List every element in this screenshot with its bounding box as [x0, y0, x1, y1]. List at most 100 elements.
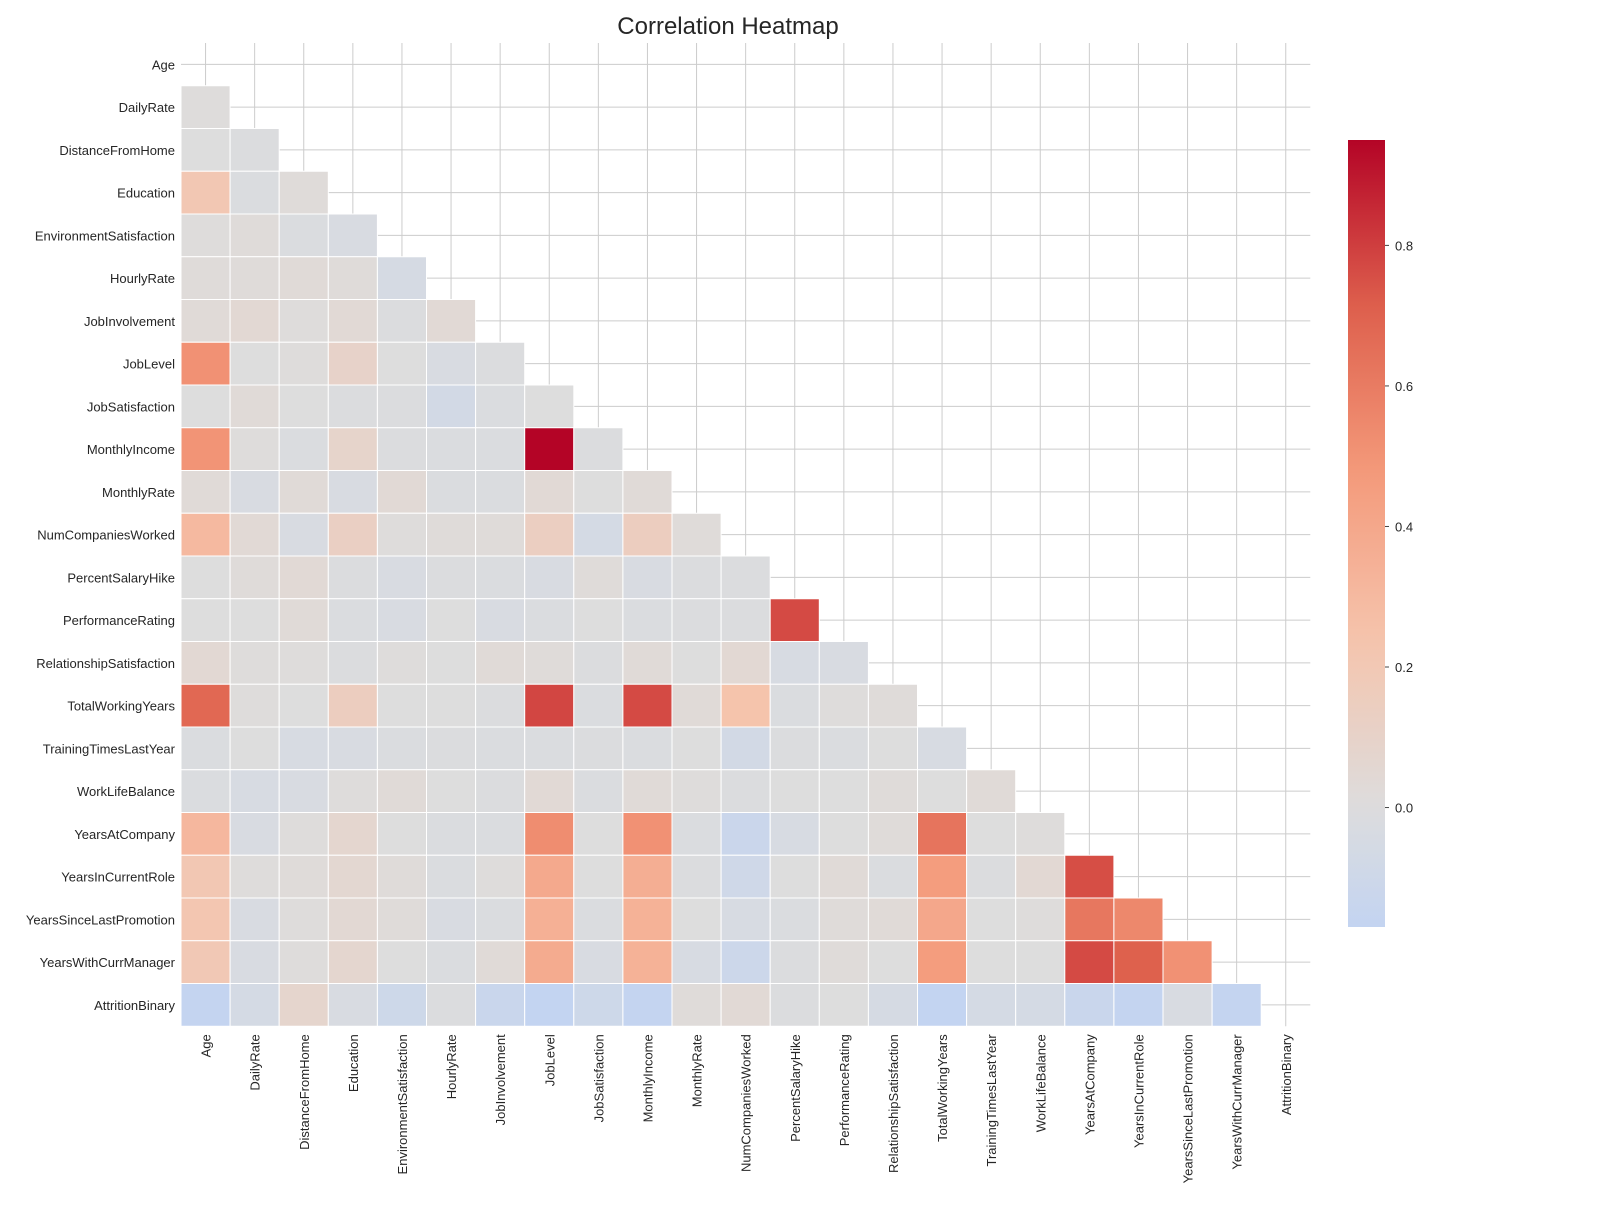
heatmap-cell-YearsWithCurrManager-PercentSalaryHike: [769, 940, 820, 984]
y-tick-label: HourlyRate: [110, 271, 175, 286]
heatmap-cell-WorkLifeBalance-TrainingTimesLastYear: [966, 769, 1017, 813]
heatmap-cell-JobLevel-DailyRate: [229, 341, 280, 386]
heatmap-cell-YearsInCurrentRole-Age: [180, 854, 231, 899]
y-tick-label: RelationshipSatisfaction: [36, 656, 175, 671]
y-tick-label: Education: [117, 186, 175, 201]
colorbar-tick-label: 0.2: [1395, 660, 1413, 675]
heatmap-cell-JobSatisfaction-Education: [327, 384, 378, 429]
chart-title: Correlation Heatmap: [617, 13, 838, 40]
heatmap-cell-WorkLifeBalance-DailyRate: [229, 769, 280, 813]
y-tick-label: TotalWorkingYears: [67, 699, 175, 714]
heatmap-cell-DistanceFromHome-DailyRate: [229, 128, 280, 172]
heatmap-cell-YearsInCurrentRole-DistanceFromHome: [278, 854, 329, 899]
heatmap-cell-WorkLifeBalance-HourlyRate: [426, 769, 477, 813]
x-tick-label: YearsAtCompany: [1082, 1034, 1097, 1135]
heatmap-cell-YearsAtCompany-NumCompaniesWorked: [720, 812, 771, 856]
heatmap-cell-JobSatisfaction-DailyRate: [229, 384, 280, 429]
heatmap-cell-TrainingTimesLastYear-MonthlyIncome: [622, 726, 673, 771]
heatmap-cell-YearsWithCurrManager-Age: [180, 940, 231, 984]
heatmap-cell-TrainingTimesLastYear-MonthlyRate: [671, 726, 722, 771]
x-tick-label: AttritionBinary: [1279, 1034, 1294, 1115]
x-tick-label: Age: [199, 1034, 214, 1057]
heatmap-cell-JobLevel-DistanceFromHome: [278, 341, 329, 386]
heatmap-cell-YearsInCurrentRole-TrainingTimesLastYear: [966, 854, 1017, 899]
heatmap-cell-RelationshipSatisfaction-Education: [327, 641, 378, 685]
y-tick-label: PercentSalaryHike: [67, 570, 175, 585]
heatmap-cell-EnvironmentSatisfaction-DailyRate: [229, 213, 280, 258]
heatmap-cell-JobSatisfaction-Age: [180, 384, 231, 429]
heatmap-cell-AttritionBinary-TrainingTimesLastYear: [966, 983, 1017, 1027]
heatmap-cell-YearsSinceLastPromotion-DistanceFromHome: [278, 897, 329, 942]
heatmap-cell-AttritionBinary-YearsSinceLastPromotion: [1162, 983, 1213, 1027]
heatmap-cell-AttritionBinary-EnvironmentSatisfaction: [376, 983, 427, 1027]
heatmap-cell-YearsInCurrentRole-HourlyRate: [426, 854, 477, 899]
heatmap-cell-AttritionBinary-YearsInCurrentRole: [1113, 983, 1164, 1027]
heatmap-cell-YearsAtCompany-JobLevel: [524, 812, 575, 856]
x-tick-label: DistanceFromHome: [297, 1034, 312, 1150]
heatmap-cell-NumCompaniesWorked-HourlyRate: [426, 512, 477, 557]
heatmap-cell-TrainingTimesLastYear-EnvironmentSatisfaction: [376, 726, 427, 771]
heatmap-cell-TrainingTimesLastYear-DailyRate: [229, 726, 280, 771]
x-tick-label: PerformanceRating: [837, 1034, 852, 1146]
heatmap-cell-YearsInCurrentRole-YearsAtCompany: [1064, 854, 1115, 899]
heatmap-cell-PercentSalaryHike-JobInvolvement: [475, 555, 526, 600]
x-tick-label: JobSatisfaction: [591, 1034, 606, 1122]
heatmap-cell-YearsInCurrentRole-EnvironmentSatisfaction: [376, 854, 427, 899]
x-tick-label: JobLevel: [542, 1034, 557, 1086]
x-tick-label: MonthlyRate: [690, 1034, 705, 1107]
heatmap-cell-HourlyRate-Education: [327, 256, 378, 300]
heatmap-cell-YearsWithCurrManager-MonthlyIncome: [622, 940, 673, 984]
heatmap-cell-YearsInCurrentRole-NumCompaniesWorked: [720, 854, 771, 899]
heatmap-cell-TrainingTimesLastYear-PerformanceRating: [818, 726, 869, 771]
heatmap-cell-AttritionBinary-PercentSalaryHike: [769, 983, 820, 1027]
y-tick-label: YearsInCurrentRole: [61, 870, 175, 885]
heatmap-cell-WorkLifeBalance-JobSatisfaction: [573, 769, 624, 813]
heatmap-cell-WorkLifeBalance-TotalWorkingYears: [917, 769, 968, 813]
heatmap-cell-MonthlyIncome-JobSatisfaction: [573, 427, 624, 471]
heatmap-cell-WorkLifeBalance-JobInvolvement: [475, 769, 526, 813]
heatmap-cell-RelationshipSatisfaction-MonthlyRate: [671, 641, 722, 685]
heatmap-cell-TotalWorkingYears-PerformanceRating: [818, 683, 869, 728]
heatmap-cell-AttritionBinary-HourlyRate: [426, 983, 477, 1027]
heatmap-cell-TotalWorkingYears-JobLevel: [524, 683, 575, 728]
heatmap-cell-TrainingTimesLastYear-TotalWorkingYears: [917, 726, 968, 771]
heatmap-cell-PerformanceRating-PercentSalaryHike: [769, 598, 820, 642]
x-axis-tick-labels: Age DailyRate DistanceFromHome Education Env…: [199, 1034, 1294, 1184]
heatmap-cell-YearsWithCurrManager-RelationshipSatisfaction: [867, 940, 919, 984]
heatmap-cell-HourlyRate-DailyRate: [229, 256, 280, 300]
x-tick-label: MonthlyIncome: [640, 1034, 655, 1122]
heatmap-cell-YearsInCurrentRole-PerformanceRating: [818, 854, 869, 899]
heatmap-cell-MonthlyRate-JobInvolvement: [475, 470, 526, 514]
heatmap-cell-HourlyRate-EnvironmentSatisfaction: [376, 256, 427, 300]
heatmap-cell-YearsInCurrentRole-JobInvolvement: [475, 854, 526, 899]
heatmap-cell-MonthlyRate-MonthlyIncome: [622, 470, 673, 514]
heatmap-cell-WorkLifeBalance-EnvironmentSatisfaction: [376, 769, 427, 813]
heatmap-cell-HourlyRate-Age: [180, 256, 231, 300]
y-tick-label: EnvironmentSatisfaction: [35, 228, 175, 243]
x-tick-label: TotalWorkingYears: [935, 1034, 950, 1142]
heatmap-cell-TotalWorkingYears-Age: [180, 683, 231, 728]
heatmap-cell-AttritionBinary-Education: [327, 983, 378, 1027]
heatmap-cell-WorkLifeBalance-MonthlyRate: [671, 769, 722, 813]
heatmap-cell-WorkLifeBalance-RelationshipSatisfaction: [867, 769, 919, 813]
heatmap-cell-JobInvolvement-Age: [180, 299, 231, 343]
heatmap-cell-YearsAtCompany-PercentSalaryHike: [769, 812, 820, 856]
heatmap-cell-MonthlyRate-JobLevel: [524, 470, 575, 514]
heatmap-cell-AttritionBinary-RelationshipSatisfaction: [867, 983, 919, 1027]
heatmap-cell-RelationshipSatisfaction-PercentSalaryHike: [769, 641, 820, 685]
heatmap-cell-PerformanceRating-Education: [327, 598, 378, 642]
heatmap-cell-YearsWithCurrManager-HourlyRate: [426, 940, 477, 984]
heatmap-cell-YearsAtCompany-TotalWorkingYears: [917, 812, 968, 856]
heatmap-cell-JobLevel-Age: [180, 341, 231, 386]
heatmap-cell-NumCompaniesWorked-MonthlyIncome: [622, 512, 673, 557]
heatmap-cell-AttritionBinary-DailyRate: [229, 983, 280, 1027]
y-tick-label: NumCompaniesWorked: [37, 528, 175, 543]
x-tick-label: WorkLifeBalance: [1033, 1034, 1048, 1132]
heatmap-cell-YearsSinceLastPromotion-TrainingTimesLastYear: [966, 897, 1017, 942]
heatmap-cell-YearsWithCurrManager-YearsSinceLastPromotion: [1162, 940, 1213, 984]
heatmap-cell-YearsAtCompany-MonthlyRate: [671, 812, 722, 856]
heatmap-cell-WorkLifeBalance-Age: [180, 769, 231, 813]
heatmap-cells: [180, 85, 1262, 1027]
heatmap-cell-YearsAtCompany-WorkLifeBalance: [1015, 812, 1066, 856]
